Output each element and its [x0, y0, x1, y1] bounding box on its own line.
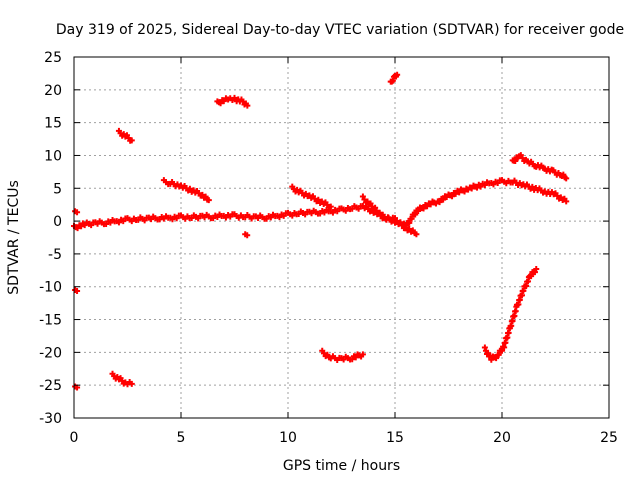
series-arc-20h-neg: [481, 266, 540, 363]
data-point: [364, 198, 371, 205]
data-point: [217, 100, 224, 107]
data-point: [359, 193, 366, 200]
series-isolated-points: [72, 208, 251, 391]
data-point: [493, 355, 500, 362]
data-point: [244, 102, 251, 109]
data-point: [367, 200, 374, 207]
data-point: [128, 380, 135, 387]
data-point: [376, 209, 383, 216]
data-point: [533, 266, 540, 273]
series-arc-15h: [387, 71, 401, 85]
y-tick-label: 20: [44, 83, 62, 99]
y-axis-title: SDTVAR / TECUs: [6, 180, 22, 295]
series-arc-12h-neg: [319, 347, 366, 364]
data-points: [71, 71, 570, 391]
series-branch-13h-16h: [359, 193, 420, 238]
x-tick-label: 5: [177, 430, 186, 446]
series-main-band: [71, 177, 570, 232]
data-point: [372, 204, 379, 211]
y-tick-label: -10: [39, 280, 62, 296]
y-tick-label: 5: [53, 181, 62, 197]
data-point: [394, 71, 401, 78]
data-point: [420, 205, 427, 212]
data-point: [452, 190, 459, 197]
x-tick-label: 20: [493, 430, 511, 446]
data-point: [373, 207, 380, 214]
axis-ticks: 0 5 10 15 20 25 -30 -25 -20 -15 -10 -5 0 5 10 15 20 25: [39, 50, 618, 446]
x-tick-label: 25: [600, 430, 618, 446]
data-point: [512, 157, 519, 164]
data-point: [327, 203, 334, 210]
data-point: [499, 347, 505, 354]
series-upper-branch-late: [509, 152, 570, 182]
y-tick-label: -20: [39, 345, 62, 361]
data-point: [244, 232, 251, 239]
y-tick-label: 10: [44, 148, 62, 164]
y-tick-label: 25: [44, 50, 62, 66]
series-arc-2h: [115, 127, 135, 144]
data-point: [359, 351, 366, 358]
data-point: [205, 197, 212, 204]
data-point: [361, 196, 368, 203]
data-point: [440, 196, 447, 203]
chart-title: Day 319 of 2025, Sidereal Day-to-day VTE…: [56, 22, 624, 38]
series-arc-10h-12h: [289, 183, 334, 211]
grid: [74, 57, 609, 418]
data-point: [488, 356, 495, 363]
data-point: [563, 198, 570, 205]
data-point: [495, 351, 502, 358]
series-arc-4h-6h: [160, 177, 212, 204]
series-arc-2h-neg: [109, 370, 135, 388]
data-point: [389, 77, 396, 84]
x-tick-label: 0: [70, 430, 79, 446]
data-point: [528, 273, 535, 280]
y-tick-label: 15: [44, 116, 62, 132]
data-point: [481, 344, 488, 351]
data-point: [406, 219, 413, 226]
x-tick-label: 15: [386, 430, 404, 446]
data-point: [74, 209, 81, 216]
x-axis-title: GPS time / hours: [283, 458, 400, 474]
plot-border: [73, 56, 610, 419]
data-point: [128, 137, 135, 144]
y-tick-label: 0: [53, 214, 62, 230]
data-point: [436, 199, 443, 206]
data-point: [408, 215, 415, 222]
data-point: [531, 269, 538, 276]
data-point: [315, 196, 322, 203]
data-point: [231, 94, 238, 101]
data-point: [415, 207, 422, 214]
data-point: [74, 288, 81, 295]
y-tick-label: -25: [39, 378, 62, 394]
data-point: [413, 231, 420, 238]
y-tick-label: -30: [39, 411, 62, 427]
x-tick-label: 10: [279, 430, 297, 446]
y-tick-label: -15: [39, 313, 62, 329]
data-point: [449, 193, 456, 200]
series-arc-7h: [214, 94, 251, 109]
y-tick-label: -5: [48, 247, 62, 263]
data-point: [563, 175, 570, 182]
data-point: [186, 185, 193, 192]
data-point: [412, 211, 419, 218]
